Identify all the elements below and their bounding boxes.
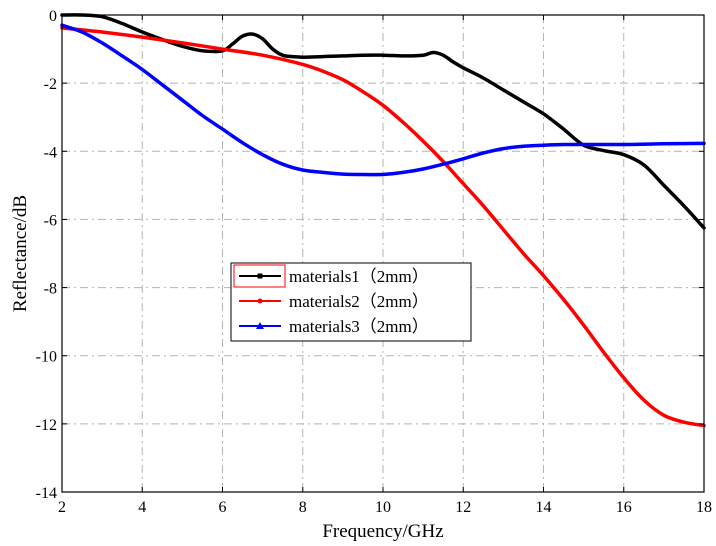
ticks	[61, 14, 705, 493]
y-tick-label: 0	[49, 8, 57, 25]
x-tick-label: 12	[455, 499, 471, 516]
x-tick-label: 2	[58, 499, 66, 516]
legend-label: materials3（2mm）	[289, 317, 429, 336]
y-tick-label: -6	[44, 212, 57, 229]
series-line	[60, 26, 706, 428]
legend-marker-triangle	[256, 322, 264, 329]
x-axis-title: Frequency/GHz	[322, 521, 443, 542]
x-tick-label: 8	[299, 499, 307, 516]
series-line	[60, 13, 706, 230]
x-tick-label: 14	[536, 499, 552, 516]
y-tick-label: -2	[44, 76, 57, 93]
legend-marker-dot	[257, 298, 263, 304]
y-tick-label: -10	[36, 349, 57, 366]
x-tick-label: 10	[375, 499, 391, 516]
y-tick-label: -12	[36, 417, 57, 434]
y-axis-title: Reflectance/dB	[10, 195, 31, 312]
x-tick-label: 4	[138, 499, 146, 516]
legend-selection-outline	[233, 264, 286, 288]
legend-marker-square	[257, 273, 263, 279]
x-tick-label: 16	[616, 499, 632, 516]
x-tick-labels: 2 4 6 8 10 12 14 16 18	[58, 499, 712, 516]
y-tick-label: -8	[44, 281, 57, 298]
legend-label: materials1（2mm）	[289, 267, 429, 286]
x-tick-label: 18	[696, 499, 712, 516]
legend-label: materials2（2mm）	[289, 292, 429, 311]
grid	[62, 15, 704, 492]
legend: materials1（2mm） materials2（2mm） materials3…	[230, 262, 472, 342]
series-line	[60, 23, 706, 177]
x-tick-label: 6	[219, 499, 227, 516]
series-layer	[60, 13, 706, 428]
y-tick-label: -4	[44, 144, 57, 161]
y-tick-label: -14	[36, 485, 57, 502]
y-tick-labels: 0 -2 -4 -6 -8 -10 -12 -14	[36, 8, 57, 502]
